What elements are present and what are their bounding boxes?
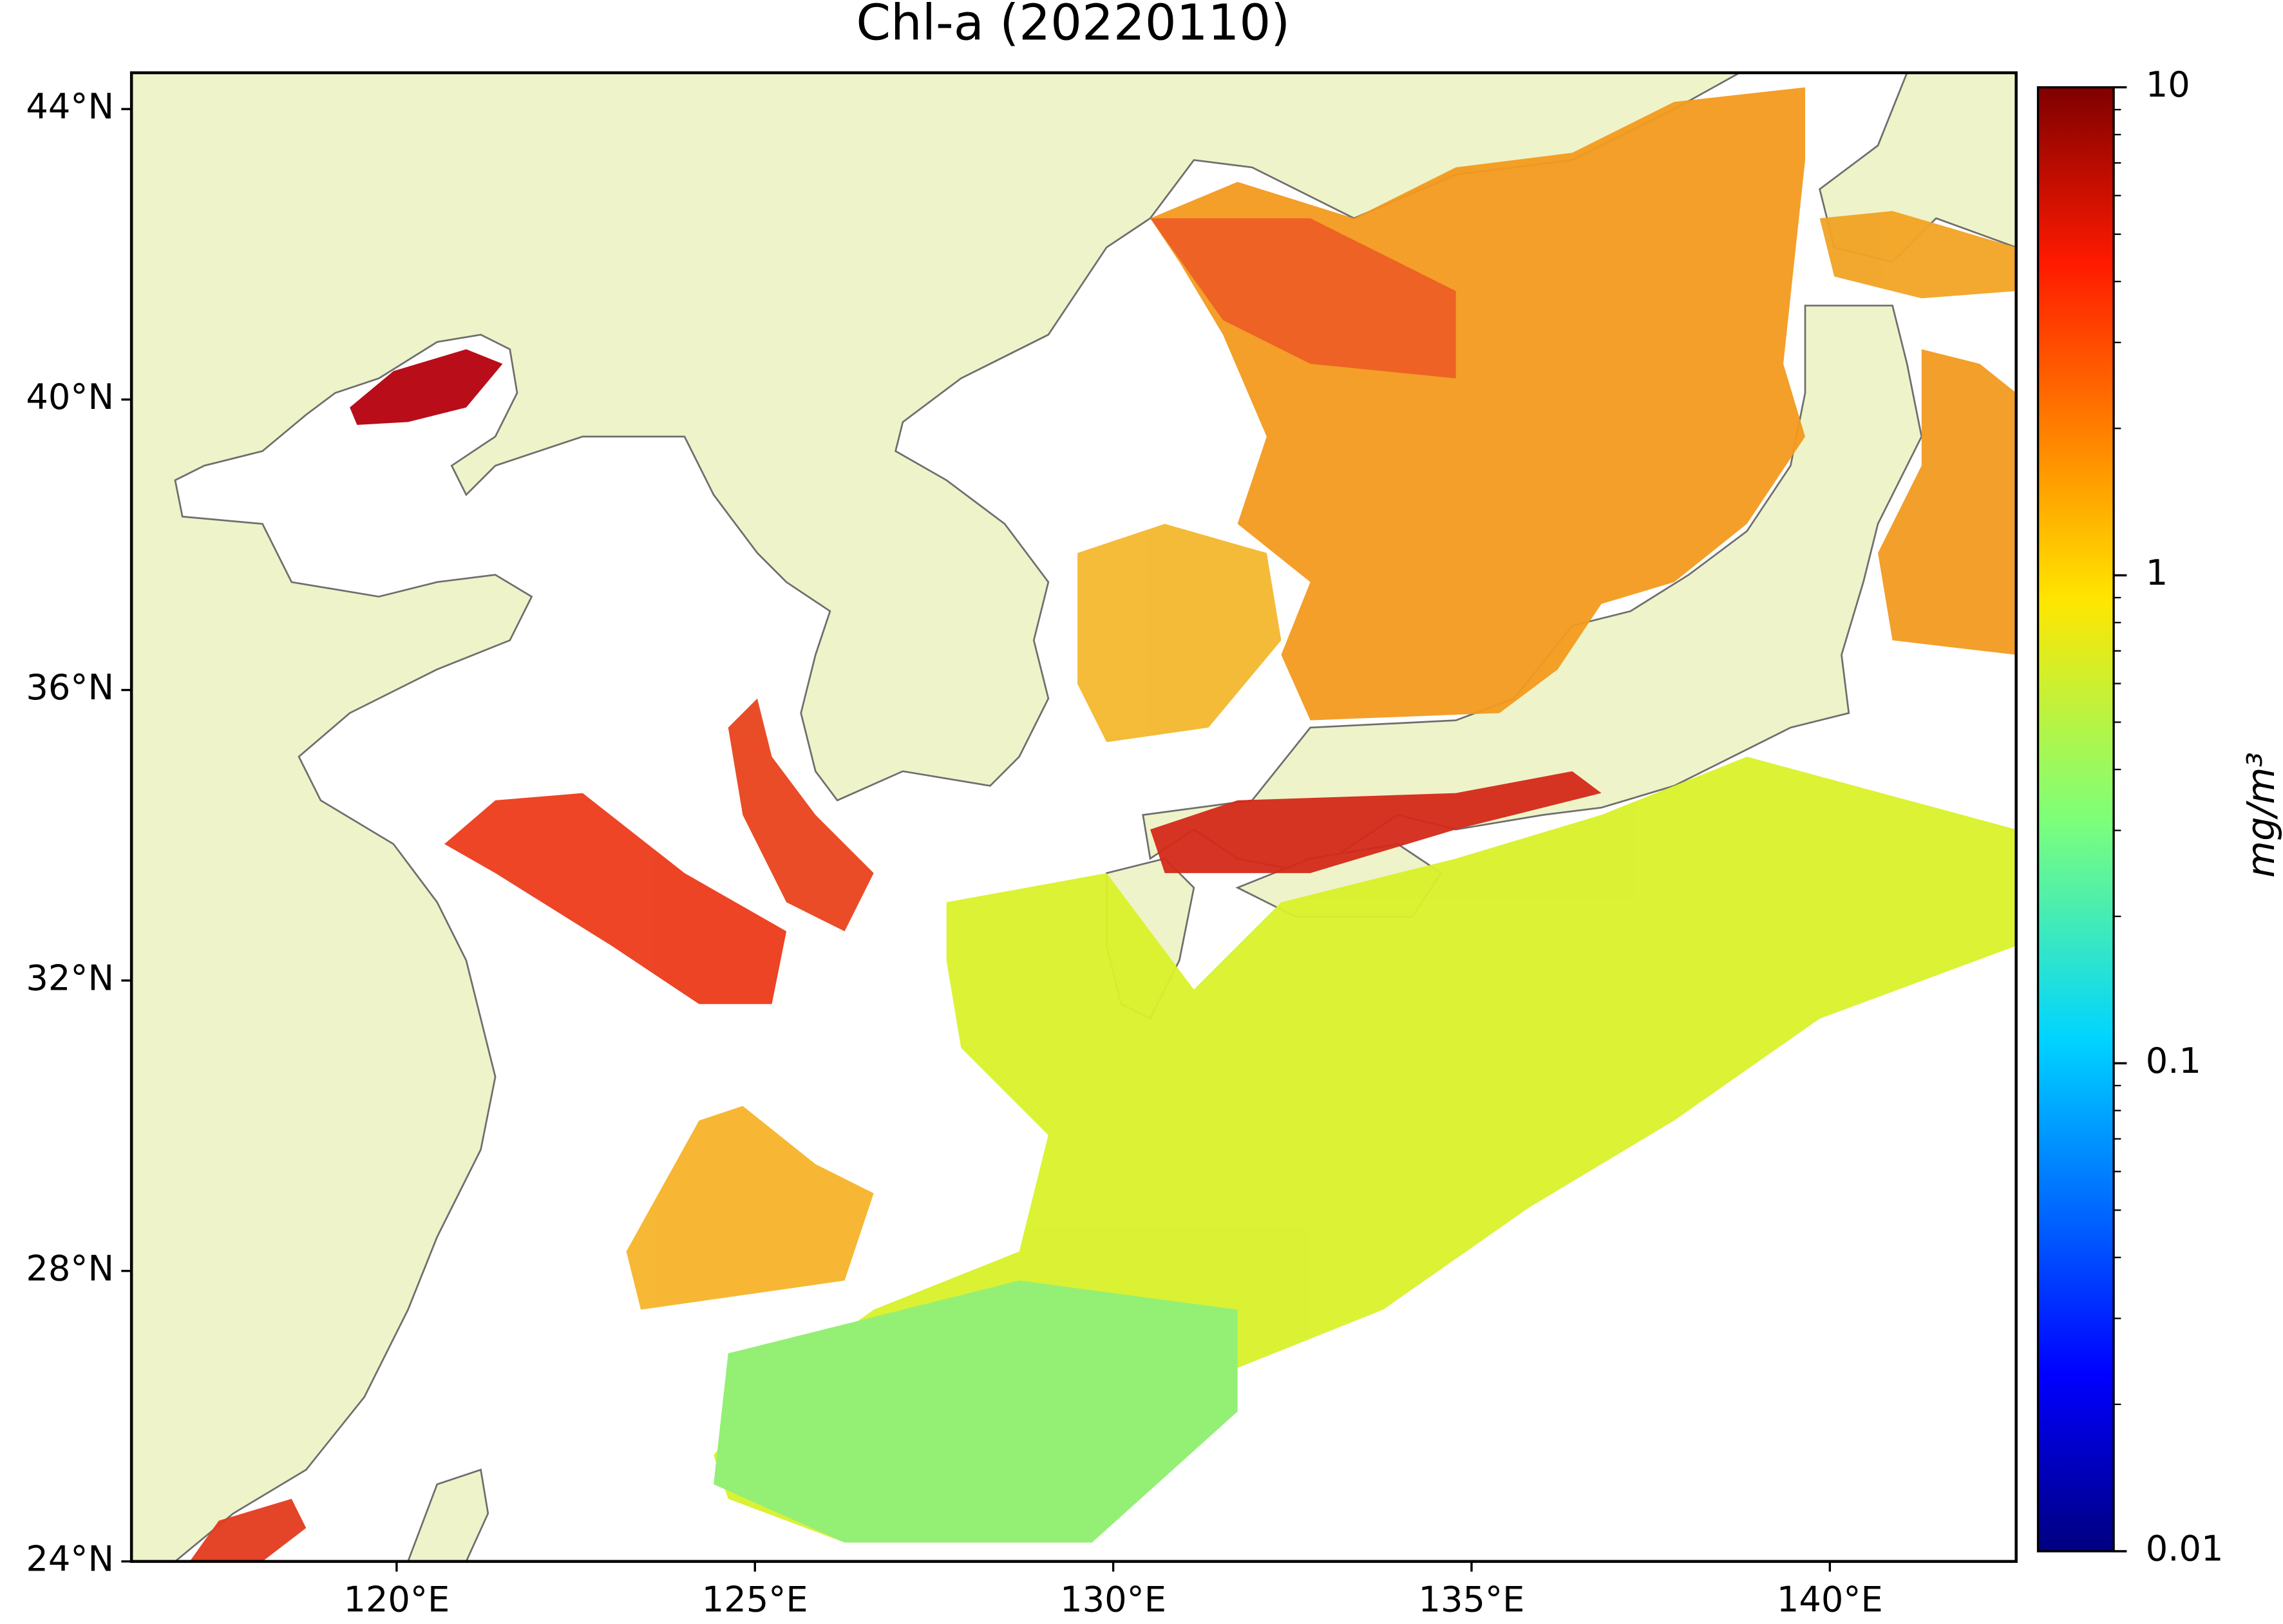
y-tick-label: 44°N [26, 86, 114, 127]
chart-title: Chl-a (20220110) [856, 0, 1290, 52]
colorbar-label: mg/m³ [2239, 752, 2283, 878]
plot-frame [129, 71, 2018, 1563]
chl-patch [1150, 771, 1602, 873]
chl-patch [1819, 211, 2016, 299]
x-tick-label: 125°E [702, 1580, 808, 1620]
chl-patch [444, 793, 787, 1005]
x-tick-label: 120°E [343, 1580, 450, 1620]
colorbar-tick-label: 0.01 [2146, 1529, 2224, 1569]
map-area [131, 72, 2016, 1562]
chl-patch [1077, 524, 1282, 742]
chl-patch [714, 1280, 1238, 1543]
chl-patch [728, 698, 874, 932]
colorbar-tick-label: 0.1 [2146, 1041, 2201, 1081]
y-tick-label: 32°N [26, 958, 114, 998]
y-tick-label: 28°N [26, 1248, 114, 1289]
colorbar [2036, 86, 2115, 1553]
y-tick-label: 36°N [26, 667, 114, 708]
x-tick-label: 140°E [1777, 1580, 1883, 1620]
chl-field [189, 87, 2016, 1562]
y-tick-label: 24°N [26, 1538, 114, 1579]
colorbar-tick-label: 10 [2146, 64, 2190, 105]
chl-patch [626, 1106, 874, 1310]
x-tick-label: 130°E [1060, 1580, 1166, 1620]
land-mainland [131, 72, 1742, 1562]
chl-patch [189, 1498, 307, 1562]
chl-patch [1150, 218, 1456, 379]
colorbar-tick-label: 1 [2146, 552, 2168, 593]
land-taiwan [407, 1468, 489, 1562]
x-tick-label: 135°E [1419, 1580, 1525, 1620]
chl-patch [350, 349, 503, 425]
y-tick-label: 40°N [26, 377, 114, 417]
chl-patch [1877, 349, 2016, 655]
